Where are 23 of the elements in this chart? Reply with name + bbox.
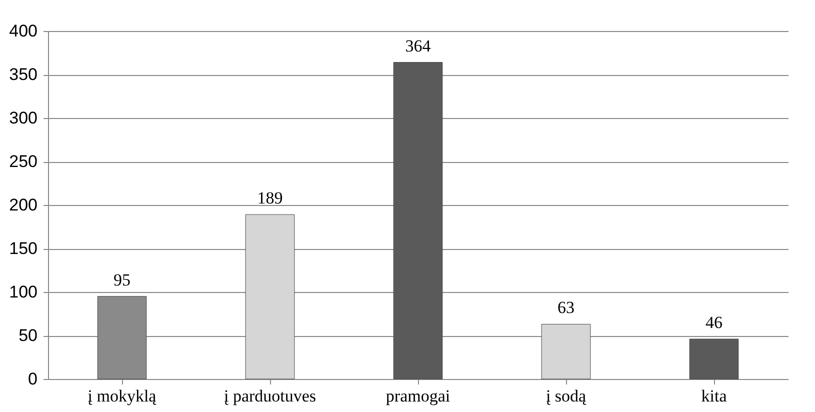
- y-tick-label: 400: [9, 22, 38, 40]
- bar: [393, 62, 443, 380]
- data-label: 63: [558, 298, 574, 318]
- bar: [541, 324, 591, 380]
- y-tick-label: 250: [9, 152, 38, 171]
- y-tick-label: 50: [18, 326, 38, 345]
- data-label: 189: [257, 188, 283, 208]
- bar: [245, 214, 295, 380]
- y-tick-label: 100: [9, 282, 38, 302]
- bar: [689, 338, 739, 380]
- y-tick-label: 350: [9, 65, 38, 84]
- data-label: 364: [405, 36, 432, 56]
- y-tick-label: 200: [9, 196, 38, 214]
- y-tick-label: 150: [9, 239, 38, 258]
- x-tick-label: kita: [701, 386, 728, 406]
- x-tick-label: pramogai: [386, 386, 450, 406]
- y-tick-label: 0: [28, 370, 38, 388]
- data-label: 95: [114, 270, 130, 290]
- x-tick-label: į parduotuves: [224, 386, 316, 406]
- x-tick-label: į sodą: [546, 386, 587, 406]
- y-tick-label: 300: [9, 108, 38, 128]
- x-tick-label: į mokyklą: [88, 386, 157, 406]
- data-label: 46: [706, 312, 722, 332]
